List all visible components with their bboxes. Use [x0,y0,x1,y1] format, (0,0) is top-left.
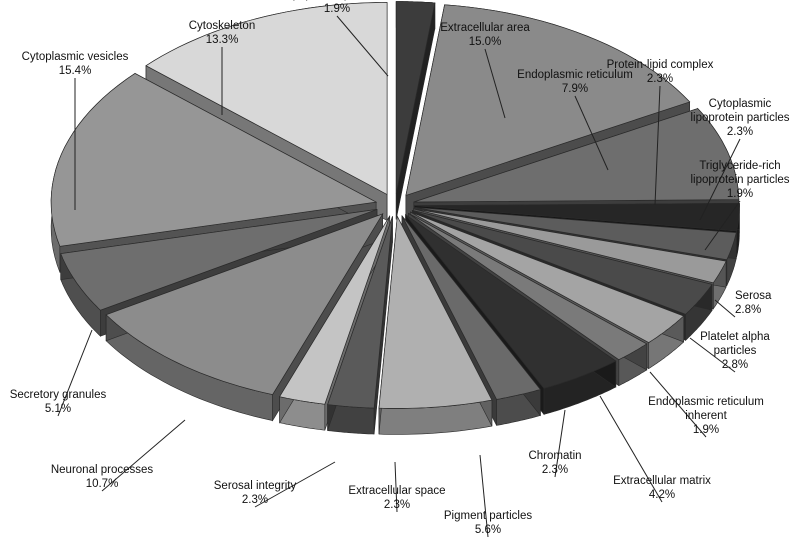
slice-value-label: 1.9% [727,188,753,200]
slice-value-label: 5.6% [475,524,501,536]
slice-value-label: 10.7% [86,478,119,490]
slice-value-label: 2.3% [542,464,568,476]
slice-label: Extracellular area 15.0% [440,22,530,48]
leader-line [479,454,489,538]
pie-slice-top [405,214,617,389]
slice-value-label: 5.1% [45,403,71,415]
pie-slice-top [145,2,388,196]
slice-value-label: 1.9% [693,424,719,436]
slice-value-label: 7.9% [562,83,588,95]
pie-slice-top [413,108,740,203]
slice-label: Extracellular matrix 4.2% [613,475,711,501]
leader-line [704,200,741,251]
leader-lines [57,15,741,538]
leader-line [654,85,661,206]
slice-value-label: 2.8% [735,304,761,316]
leader-line [714,299,736,318]
slice-label: Chromatin 2.3% [528,450,581,476]
pie-slice-top [60,209,378,311]
slice-value-label: 15.4% [59,65,92,77]
pie-slice-top [408,212,648,361]
leader-line [394,461,398,513]
slice-label: Triglyceride-rich lipoprotein particles 1.… [690,160,789,200]
slice-label: Cytoplasmic vesicles 15.4% [22,51,129,77]
pie-slice [378,215,493,435]
slice-label: Endoplasmic reticulum inherent 1.9% [648,396,764,436]
pie-slice-top [378,215,493,409]
pie-slice-top [105,213,384,395]
leader-line [554,409,566,478]
slice-label: Protein-lipid complex 2.3% [607,59,714,85]
slice-label: Serosal integrity 2.3% [214,480,297,506]
pie-slice-top [395,1,436,194]
pie-slice [395,1,436,220]
pie-slice-top [412,210,713,315]
slice-label: Secretory granules 5.1% [10,389,107,415]
slice-value-label: 2.3% [727,126,753,138]
slice-label: Neuronal processes 10.7% [51,464,154,490]
slice-value-label: 2.3% [384,499,410,511]
pie-slice-top [414,202,740,232]
leader-line [574,95,609,171]
slice-label: Cytoskeleton 13.3% [189,20,255,46]
pie-slice [327,216,393,435]
pie-slice-top [410,211,685,344]
leader-line [599,395,663,503]
pie-slice-top [413,208,727,284]
pie-slice-top [327,216,393,409]
slice-value-label: 4.2% [649,489,675,501]
slice-value-label: 15.0% [469,36,502,48]
pie-slice-top [401,215,542,400]
leader-line [689,337,736,373]
leader-line [57,329,93,417]
leader-line [649,371,707,438]
slice-value-label: 2.8% [722,359,748,371]
slice-value-label: 2.3% [647,73,673,85]
pie-slice-top [279,215,391,405]
slice-value-label: 1.9% [324,3,350,15]
slice-label: Platelet alpha particles 2.8% [700,331,770,371]
leader-line [484,48,506,119]
slice-value-label: 2.3% [242,494,268,506]
leader-line [699,138,741,221]
pie-slice-top [50,72,378,247]
slice-label: Serosa 2.8% [735,290,772,316]
leader-line [254,461,336,508]
slice-label: Extracellular space 2.3% [348,485,445,511]
leader-line [101,419,186,492]
slice-label: Pigment particles 5.6% [444,510,532,536]
slice-label: Cytoplasmic lipoprotein particles 2.3% [690,98,789,138]
pie-slice-top [414,206,737,261]
slice-label: Endoplasmic reticulum 7.9% [517,69,633,95]
pie-slice-top [405,4,691,196]
pie-slices [50,1,740,435]
slice-value-label: 13.3% [206,34,239,46]
leader-line [336,15,389,77]
